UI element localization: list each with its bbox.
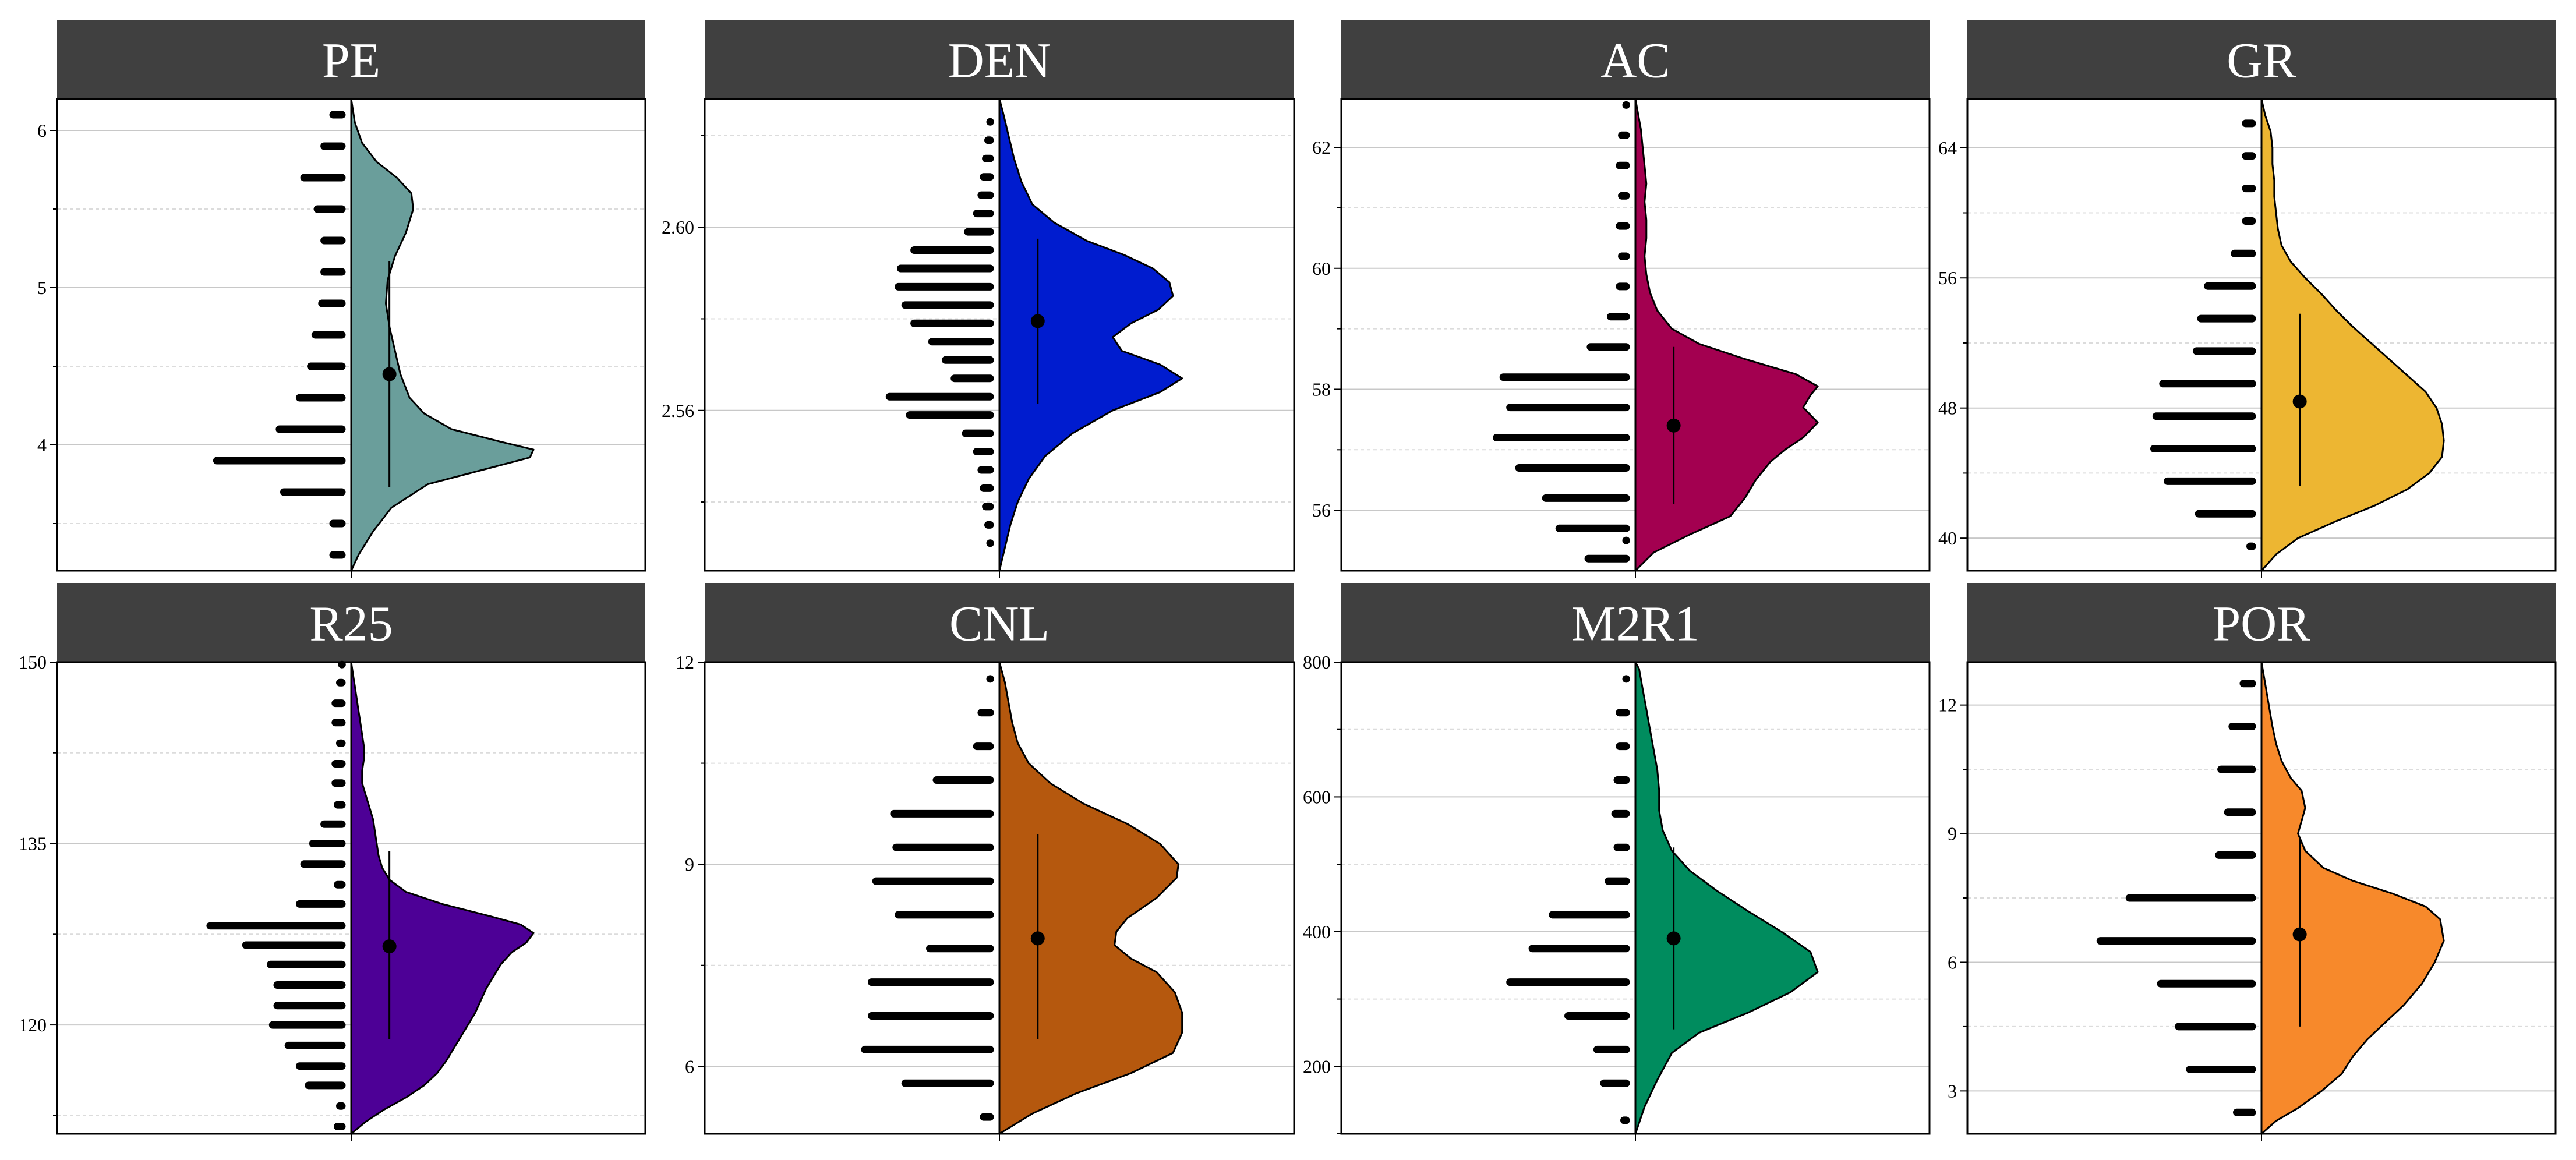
y-tick-label: 60 <box>1312 258 1331 279</box>
panel-border <box>1340 98 1931 572</box>
point-estimate <box>2292 927 2307 942</box>
y-tick-label: 120 <box>19 1014 47 1035</box>
panel-title: DEN <box>948 33 1051 89</box>
panel-border <box>56 661 646 1135</box>
facet-panel-por: POR 3 6 9 12 <box>1938 583 2557 1141</box>
y-tick-label: 6 <box>685 1056 694 1077</box>
facet-panel-m2r1: M2R1 200 400 600 800 <box>1303 583 1931 1141</box>
y-tick-label: 58 <box>1312 379 1331 399</box>
facet-panel-pe: PE 4 5 6 <box>37 20 646 578</box>
panel-border <box>704 661 1295 1135</box>
y-tick-label: 3 <box>1948 1080 1957 1101</box>
point-estimate <box>1030 314 1045 328</box>
panel-title: AC <box>1600 33 1670 89</box>
y-tick-label: 56 <box>1938 267 1957 288</box>
point-estimate <box>2292 394 2307 409</box>
strip-header <box>705 20 1294 99</box>
strip-header <box>705 583 1294 662</box>
y-tick-label: 5 <box>37 277 47 298</box>
panel-border <box>704 98 1295 572</box>
facet-panel-gr: GR 40 48 56 64 <box>1938 20 2557 578</box>
strip-header <box>1967 20 2556 99</box>
y-tick-label: 40 <box>1938 528 1957 549</box>
y-tick-label: 2.60 <box>662 217 694 238</box>
panel-title: GR <box>2227 33 2296 89</box>
strip-header <box>1967 583 2556 662</box>
panel-title: R25 <box>309 596 393 652</box>
y-tick-label: 800 <box>1303 652 1331 673</box>
y-tick-label: 4 <box>37 434 47 455</box>
panel-title: M2R1 <box>1571 596 1699 652</box>
point-estimate <box>1666 418 1681 433</box>
strip-header <box>1341 583 1930 662</box>
panel-border <box>56 98 646 572</box>
y-tick-label: 400 <box>1303 921 1331 942</box>
density-half-violin <box>350 98 535 572</box>
y-tick-label: 150 <box>19 652 47 673</box>
y-tick-label: 12 <box>676 652 694 673</box>
y-tick-label: 6 <box>1948 952 1957 972</box>
panel-border <box>1340 661 1931 1135</box>
panel-border <box>1966 661 2557 1135</box>
y-tick-label: 135 <box>19 833 47 854</box>
y-tick-label: 9 <box>1948 823 1957 844</box>
facet-panel-r25: R25 120 135 150 <box>19 583 646 1141</box>
panel-border <box>1966 98 2557 572</box>
strip-header <box>57 20 645 99</box>
point-estimate <box>1666 931 1681 946</box>
facet-panel-ac: AC 56 58 60 62 <box>1312 20 1931 578</box>
y-tick-label: 200 <box>1303 1056 1331 1077</box>
density-half-violin <box>1634 661 1819 1135</box>
point-estimate <box>382 367 397 381</box>
strip-header <box>57 583 645 662</box>
facet-panel-cnl: CNL 6 9 12 <box>676 583 1295 1141</box>
y-tick-label: 2.56 <box>662 400 694 421</box>
panel-title: PE <box>322 33 380 89</box>
strip-header <box>1341 20 1930 99</box>
facet-panel-den: DEN 2.56 2.60 <box>662 20 1295 578</box>
y-tick-label: 48 <box>1938 398 1957 419</box>
y-tick-label: 56 <box>1312 500 1331 521</box>
point-estimate <box>382 939 397 954</box>
density-half-violin <box>1634 98 1819 572</box>
density-half-violin <box>998 661 1183 1135</box>
y-tick-label: 12 <box>1938 695 1957 716</box>
y-tick-label: 64 <box>1938 137 1957 158</box>
panel-title: POR <box>2213 596 2310 652</box>
panel-title: CNL <box>949 596 1050 652</box>
density-half-violin <box>2260 98 2445 572</box>
density-half-violin <box>998 98 1183 572</box>
y-tick-label: 9 <box>685 854 694 875</box>
density-half-violin <box>2260 661 2445 1135</box>
y-tick-label: 600 <box>1303 786 1331 807</box>
point-estimate <box>1030 931 1045 946</box>
y-tick-label: 62 <box>1312 137 1331 158</box>
y-tick-label: 6 <box>37 120 47 141</box>
density-half-violin <box>350 661 535 1135</box>
